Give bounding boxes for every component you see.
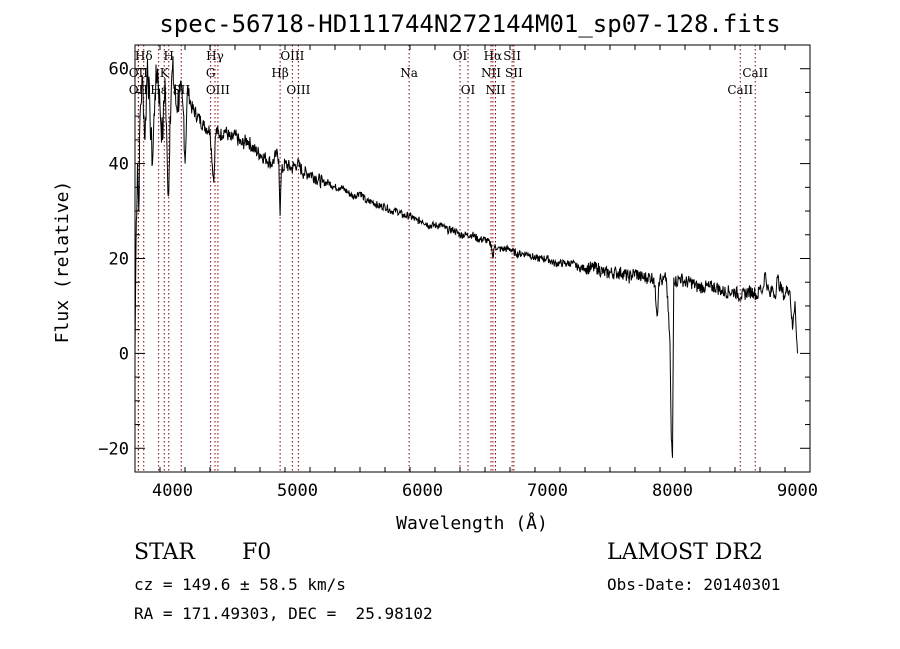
line-marker-label: G <box>206 66 216 80</box>
line-marker-label: Hβ <box>271 66 288 80</box>
line-marker-label: NII <box>486 83 506 97</box>
line-marker-label: CaII <box>727 83 753 97</box>
coordinates-readout: RA = 171.49303, DEC = 25.98102 <box>134 604 433 623</box>
line-marker-label: OIII <box>206 83 230 97</box>
line-marker-label: OIII <box>286 83 310 97</box>
line-marker-label: Hγ <box>206 49 224 63</box>
y-tick-label: −20 <box>98 439 129 459</box>
series-layer <box>134 56 798 458</box>
line-marker-label: CaII <box>742 66 768 80</box>
line-marker-label: Hδ <box>135 49 153 63</box>
y-tick-label: 20 <box>109 250 129 270</box>
line-marker-label: OI <box>461 83 476 97</box>
plot-frame <box>134 44 811 473</box>
spectral-subclass: F0 <box>242 540 272 565</box>
x-axis-label: Wavelength (Å) <box>396 512 548 534</box>
axes: 4000 5000 6000 7000 8000 9000 −20 0 20 40 60 <box>98 44 818 501</box>
redshift-readout: cz = 149.6 ± 58.5 km/s <box>134 575 346 594</box>
y-axis-label: Flux (relative) <box>52 181 73 344</box>
line-marker-label: SII <box>505 66 523 80</box>
survey-name: LAMOST DR2 <box>607 540 763 565</box>
line-marker-label: H <box>164 49 174 63</box>
line-marker-label: OII <box>129 83 149 97</box>
x-tick-label: 5000 <box>277 481 318 501</box>
observation-date: Obs-Date: 20140301 <box>607 575 781 594</box>
line-marker-label: K <box>160 66 170 80</box>
x-tick-label: 7000 <box>527 481 568 501</box>
y-tick-label: 40 <box>109 155 129 175</box>
x-tick-label: 8000 <box>652 481 693 501</box>
chart-title: spec-56718-HD111744N272144M01_sp07-128.f… <box>159 10 780 38</box>
line-marker-label: Na <box>400 66 418 80</box>
spectrum-line <box>134 56 798 458</box>
x-tick-label: 9000 <box>777 481 818 501</box>
line-marker-label: OI <box>453 49 468 63</box>
y-tick-label: 0 <box>119 344 129 364</box>
x-tick-label: 4000 <box>152 481 193 501</box>
object-type: STAR <box>134 540 195 565</box>
line-marker-label: OIII <box>280 49 304 63</box>
line-marker-label: SII <box>503 49 521 63</box>
line-marker-label: Hα <box>484 49 503 63</box>
y-tick-label: 60 <box>109 60 129 80</box>
x-tick-label: 6000 <box>402 481 443 501</box>
line-marker-label: NII <box>481 66 501 80</box>
